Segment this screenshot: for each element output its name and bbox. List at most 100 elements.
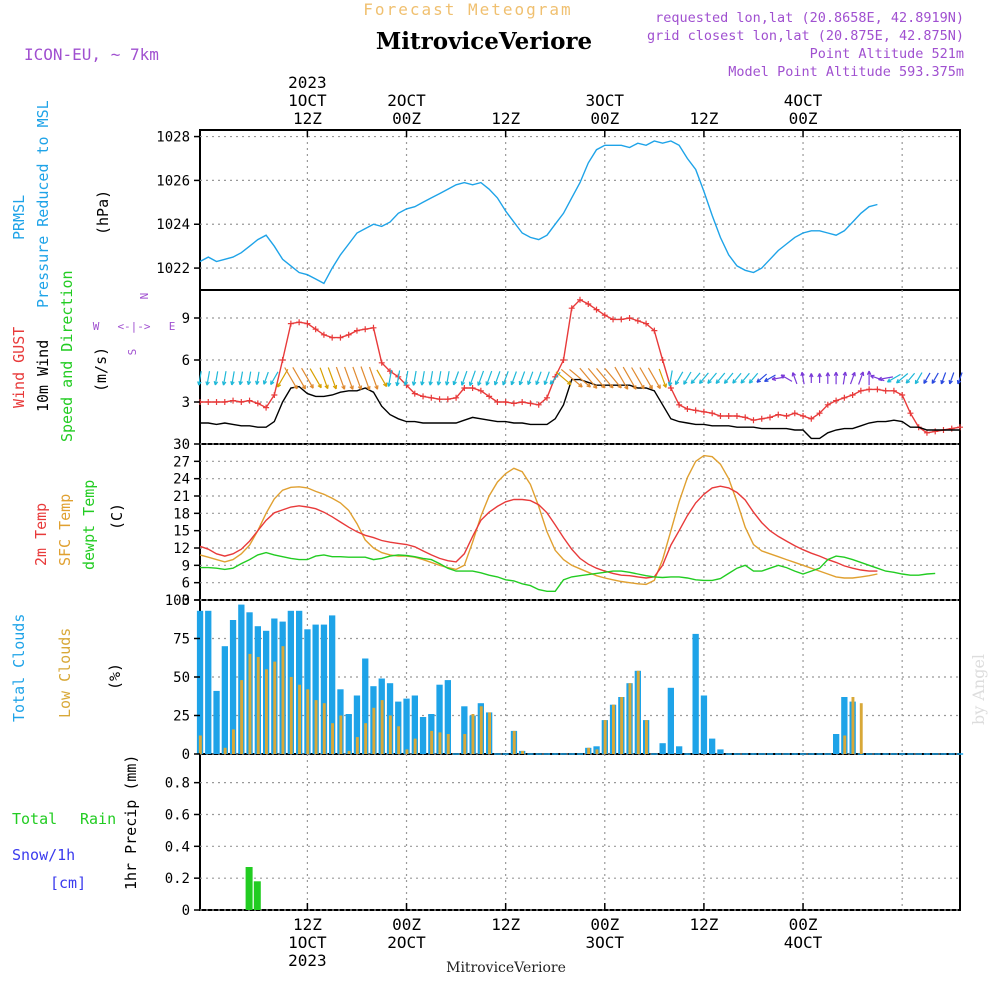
gust-marker <box>841 394 848 401</box>
gust-marker <box>337 334 344 341</box>
gust-marker <box>808 415 815 422</box>
precip-series-layer <box>245 867 261 910</box>
wind-direction-arrow <box>800 371 805 385</box>
wind-direction-arrow <box>740 372 750 384</box>
gust-marker <box>568 305 575 312</box>
total-cloud-bar <box>403 698 410 754</box>
y-tick-label: 30 <box>173 437 190 453</box>
compass-s: S <box>126 349 139 356</box>
requested-coords: requested lon,lat (20.8658E, 42.8919N) <box>655 10 964 26</box>
y-tick-label: 0.4 <box>165 839 190 855</box>
y-tick-label: 1028 <box>156 130 190 146</box>
total-cloud-bar <box>461 706 468 754</box>
total-cloud-bar <box>296 610 303 754</box>
wind-direction-arrow <box>667 370 673 387</box>
bottom-time-label: 2OCT <box>387 933 426 952</box>
total-cloud-bar <box>709 738 716 754</box>
wind-direction-arrow <box>205 371 211 386</box>
precip-axis-labels: Total Rain Snow/1h [cm] 1hr Precip (mm) <box>12 755 140 892</box>
wind-direction-arrow <box>411 370 417 386</box>
total-cloud-bar <box>320 624 328 754</box>
compass-n: N <box>137 293 150 300</box>
rain-label: Rain <box>80 810 116 828</box>
gust-marker <box>312 326 319 333</box>
wind-direction-arrow <box>870 374 885 382</box>
wind-direction-arrow <box>213 371 219 386</box>
wind-direction-arrow <box>658 368 667 388</box>
total-cloud-bar <box>221 646 228 754</box>
wind-direction-arrow <box>631 367 645 390</box>
gust-marker <box>543 394 550 401</box>
low-cloud-bar <box>603 720 607 754</box>
total-cloud-bar <box>238 604 245 754</box>
y-tick-label: 50 <box>173 670 190 686</box>
ms-unit-label: (m/s) <box>92 347 110 392</box>
sfc-temp-label: SFC Temp <box>56 494 74 566</box>
wind-direction-arrow <box>395 370 401 387</box>
low-cloud-bar <box>256 657 260 754</box>
y-tick-label: 3 <box>182 395 190 411</box>
gust-marker <box>353 327 360 334</box>
gust-marker <box>436 396 443 403</box>
gust-marker <box>420 393 427 400</box>
model-point-altitude: Model Point Altitude 593.375m <box>728 64 964 80</box>
low-cloud-bar <box>636 670 640 754</box>
total-cloud-bar <box>444 680 451 754</box>
wind-direction-arrow <box>535 371 542 386</box>
wind-direction-arrow <box>895 373 909 384</box>
y-tick-label: 1026 <box>156 173 190 189</box>
wind-direction-arrow <box>866 370 872 386</box>
total-cloud-bar <box>659 743 666 754</box>
gust-marker <box>304 320 311 327</box>
wind-direction-arrow <box>368 366 379 390</box>
wind-10m-line <box>200 378 960 440</box>
wind-direction-arrow <box>376 369 388 388</box>
gust-marker <box>428 394 435 401</box>
compass-w: W <box>93 320 100 333</box>
wind-direction-arrow <box>647 367 661 390</box>
gust-marker <box>411 390 418 397</box>
gust-marker <box>254 400 261 407</box>
bottom-time-label: 2023 <box>288 951 327 970</box>
wind-direction-arrow <box>780 374 793 382</box>
wind-direction-arrow <box>221 371 227 386</box>
y-tick-label: 6 <box>182 353 190 369</box>
gust-marker <box>767 414 773 421</box>
gust-marker <box>246 397 253 404</box>
wind-direction-arrow <box>849 371 856 385</box>
gust-marker <box>651 327 658 334</box>
low-cloud-bar <box>843 735 847 754</box>
wind-direction-arrow <box>452 371 460 386</box>
low-cloud-bar <box>851 697 855 754</box>
low-cloud-bar <box>281 646 285 754</box>
low-cloud-bar <box>413 738 417 754</box>
top-time-label: 1OCT <box>288 91 327 110</box>
gust-marker <box>783 413 790 419</box>
precip-unit-label: 1hr Precip (mm) <box>122 755 140 890</box>
gust-marker <box>816 410 823 417</box>
gust-marker <box>824 401 831 408</box>
low-cloud-bar <box>380 700 384 754</box>
gust-marker <box>230 397 237 404</box>
low-cloud-bar <box>446 734 450 754</box>
total-cloud-bar <box>312 624 319 754</box>
gust-marker <box>263 404 270 411</box>
gust-marker <box>213 399 220 405</box>
wind-direction-arrow <box>614 366 629 390</box>
bottom-time-label: 1OCT <box>288 933 327 952</box>
low-cloud-bar <box>273 661 277 754</box>
total-cloud-bar <box>229 620 237 754</box>
gust-marker <box>800 413 807 419</box>
gust-marker <box>527 400 534 407</box>
gust-marker <box>469 385 476 391</box>
gust-marker <box>742 414 749 421</box>
gust-marker <box>461 385 468 391</box>
total-cloud-bar <box>353 695 361 754</box>
bottom-time-label: 00Z <box>590 915 619 934</box>
wind-direction-arrow <box>698 372 709 385</box>
total-cloud-bar <box>362 658 369 754</box>
total-cloud-bar <box>717 749 724 754</box>
wind-direction-arrow <box>914 372 923 385</box>
